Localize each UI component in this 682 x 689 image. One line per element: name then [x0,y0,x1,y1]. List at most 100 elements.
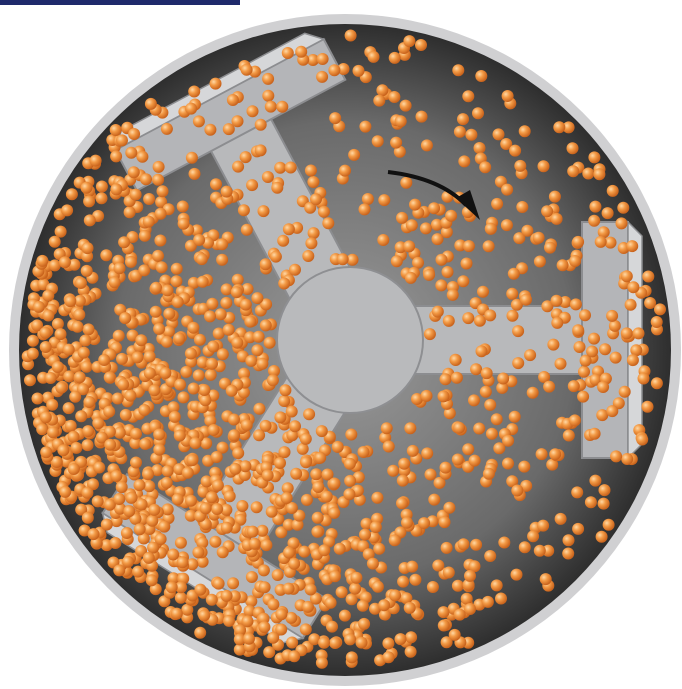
particle [154,533,167,546]
particle [206,297,219,310]
particle [100,518,113,531]
particle [109,124,122,136]
particle [211,479,224,492]
particle [233,633,246,646]
particle [266,374,279,387]
particle [502,434,515,447]
particle [264,100,277,113]
particle [289,263,301,276]
particle [477,285,489,298]
particle [71,320,84,333]
particle [154,207,167,220]
particle [278,446,291,459]
particle [606,405,619,418]
particle [104,438,117,451]
particle [81,439,94,452]
particle [496,381,509,394]
particle [187,321,200,334]
particle [548,190,561,203]
particle [393,145,406,158]
particle [95,192,108,205]
arrow-head [456,190,480,220]
particle [285,611,298,624]
particle [262,89,275,102]
particle [521,224,534,237]
particle [594,235,607,248]
particle [278,395,291,407]
particle [597,497,610,510]
particle [152,173,165,186]
particle [259,258,272,271]
particle [303,408,316,421]
particle [418,517,431,530]
particle [604,236,617,249]
particle [428,493,441,506]
particle [399,99,412,112]
particle [406,560,419,573]
particle [475,345,488,358]
particle [231,115,244,128]
particle [220,185,233,198]
particle [44,372,57,384]
particle [123,206,136,219]
particle [298,545,311,558]
particle [484,309,497,322]
particle [302,250,315,262]
particle [608,319,621,332]
particle [293,509,306,522]
particle [405,631,418,644]
particle [423,268,436,281]
particle [485,427,498,440]
particle [537,519,550,532]
particle [282,223,295,236]
particle [275,526,288,539]
particle [627,281,640,294]
particle [442,314,455,327]
particle [388,51,401,64]
particle [135,545,148,557]
particle [506,475,519,488]
particle [216,546,229,559]
particle [501,183,514,196]
particle [344,29,357,42]
particle [308,633,321,646]
particle [196,275,209,288]
particle [323,535,335,548]
particle [245,571,258,583]
particle [533,255,546,268]
particle [468,560,481,573]
particle [131,351,144,364]
particle [246,105,259,118]
particle [163,307,176,320]
particle [579,309,591,322]
particle [380,422,393,435]
particle [500,219,513,232]
particle [462,443,475,456]
particle [382,440,395,453]
particle [314,451,327,464]
particle [411,393,423,405]
particle [484,398,497,411]
particle [509,144,522,157]
particle [195,253,208,266]
particle [143,193,156,205]
particle [109,537,122,549]
particle [62,402,75,415]
particle [162,325,175,338]
particle [189,437,202,450]
particle [426,581,439,593]
particle [180,365,193,378]
particle [511,484,524,497]
particle [572,235,585,248]
particle [233,643,246,656]
particle [187,382,200,395]
particle [80,264,93,277]
particle [282,582,295,595]
particle [173,429,186,442]
particle [457,275,470,288]
particle [226,94,239,106]
particle [50,456,63,468]
particle [553,121,566,134]
particle [116,134,128,147]
particle [554,357,567,370]
